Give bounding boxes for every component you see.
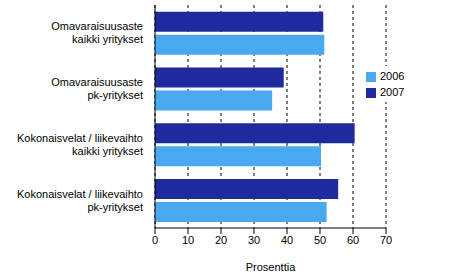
svg-text:60: 60 [347,234,359,246]
svg-text:30: 30 [248,234,260,246]
svg-text:70: 70 [380,234,392,246]
svg-text:Kokonaisvelat / liikevaihtopk-: Kokonaisvelat / liikevaihtopk-yritykset [17,188,143,213]
svg-text:Kokonaisvelat / liikevaihtokai: Kokonaisvelat / liikevaihtokaikki yrityk… [17,132,143,157]
svg-text:50: 50 [314,234,326,246]
svg-text:Omavaraisuusastepk-yritykset: Omavaraisuusastepk-yritykset [51,76,143,101]
svg-text:20: 20 [215,234,227,246]
svg-text:40: 40 [281,234,293,246]
svg-text:10: 10 [182,234,194,246]
svg-text:0: 0 [152,234,158,246]
html-text:2007: 2007 [380,86,405,98]
svg-text:Prosenttia: Prosenttia [246,261,296,273]
svg-text:Omavaraisuusastekaikki yrityks: Omavaraisuusastekaikki yritykset [51,20,143,45]
html-text:2006: 2006 [380,70,405,82]
